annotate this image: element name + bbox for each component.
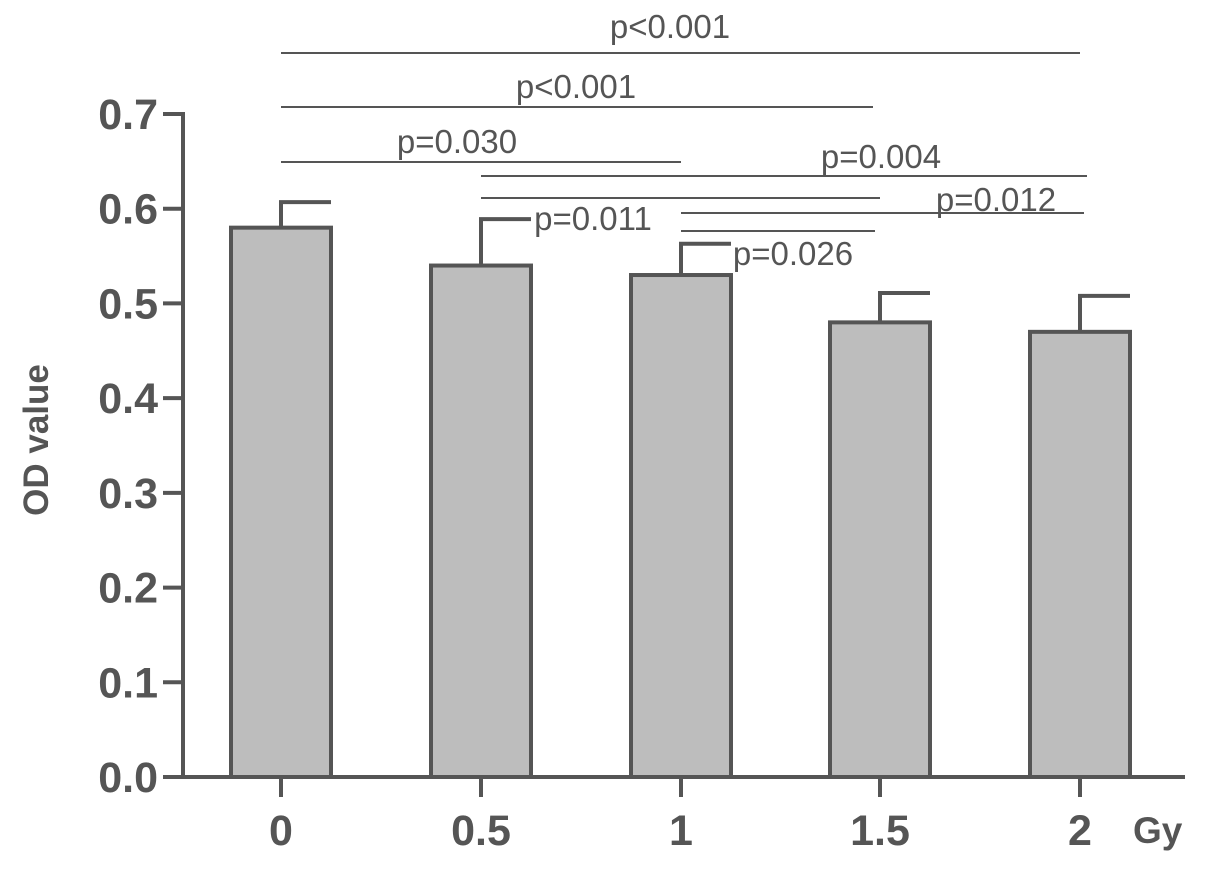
x-tick-label: 2 [1068,807,1092,855]
x-tick-label: 1.5 [850,807,910,855]
p-value-label: p=0.011 [534,200,652,237]
significance-annotations: p<0.001 p<0.001 p=0.030 p=0.004 p=0.011 p=0.0… [281,8,1087,272]
bar [229,225,333,779]
x-tick-label: 1 [669,807,693,855]
error-bars-group [279,200,1130,332]
bar [1028,329,1132,779]
axes-group [163,112,1185,797]
y-tick-label: 0.4 [98,375,158,423]
y-tick-label: 0.1 [98,659,158,707]
bar [629,273,733,779]
y-tick-label: 0.2 [98,565,158,613]
p-value-label: p=0.026 [733,235,853,272]
x-tick-label: 0.5 [451,807,511,855]
y-tick-label: 0.6 [98,186,158,234]
y-axis-label: OD value [17,364,56,516]
y-tick-label: 0.0 [98,754,158,802]
p-value-label: p=0.030 [397,123,517,160]
p-value-label: p=0.004 [821,138,941,175]
p-value-label: p=0.012 [936,181,1056,218]
p-value-label: p<0.001 [610,8,730,45]
x-tick-label: 0 [269,807,293,855]
y-tick-label: 0.3 [98,470,158,518]
y-tick-label: 0.7 [98,91,158,139]
bar [828,320,932,779]
bar [429,263,533,779]
y-tick-label: 0.5 [98,280,158,328]
bars-group [229,225,1132,779]
x-axis-unit-label: Gy [1133,810,1183,851]
tick-labels-group: 0.0 0.1 0.2 0.3 0.4 0.5 0.6 0.7 0 0.5 1 1.5 2 [98,91,1092,855]
p-value-label: p<0.001 [516,68,636,105]
